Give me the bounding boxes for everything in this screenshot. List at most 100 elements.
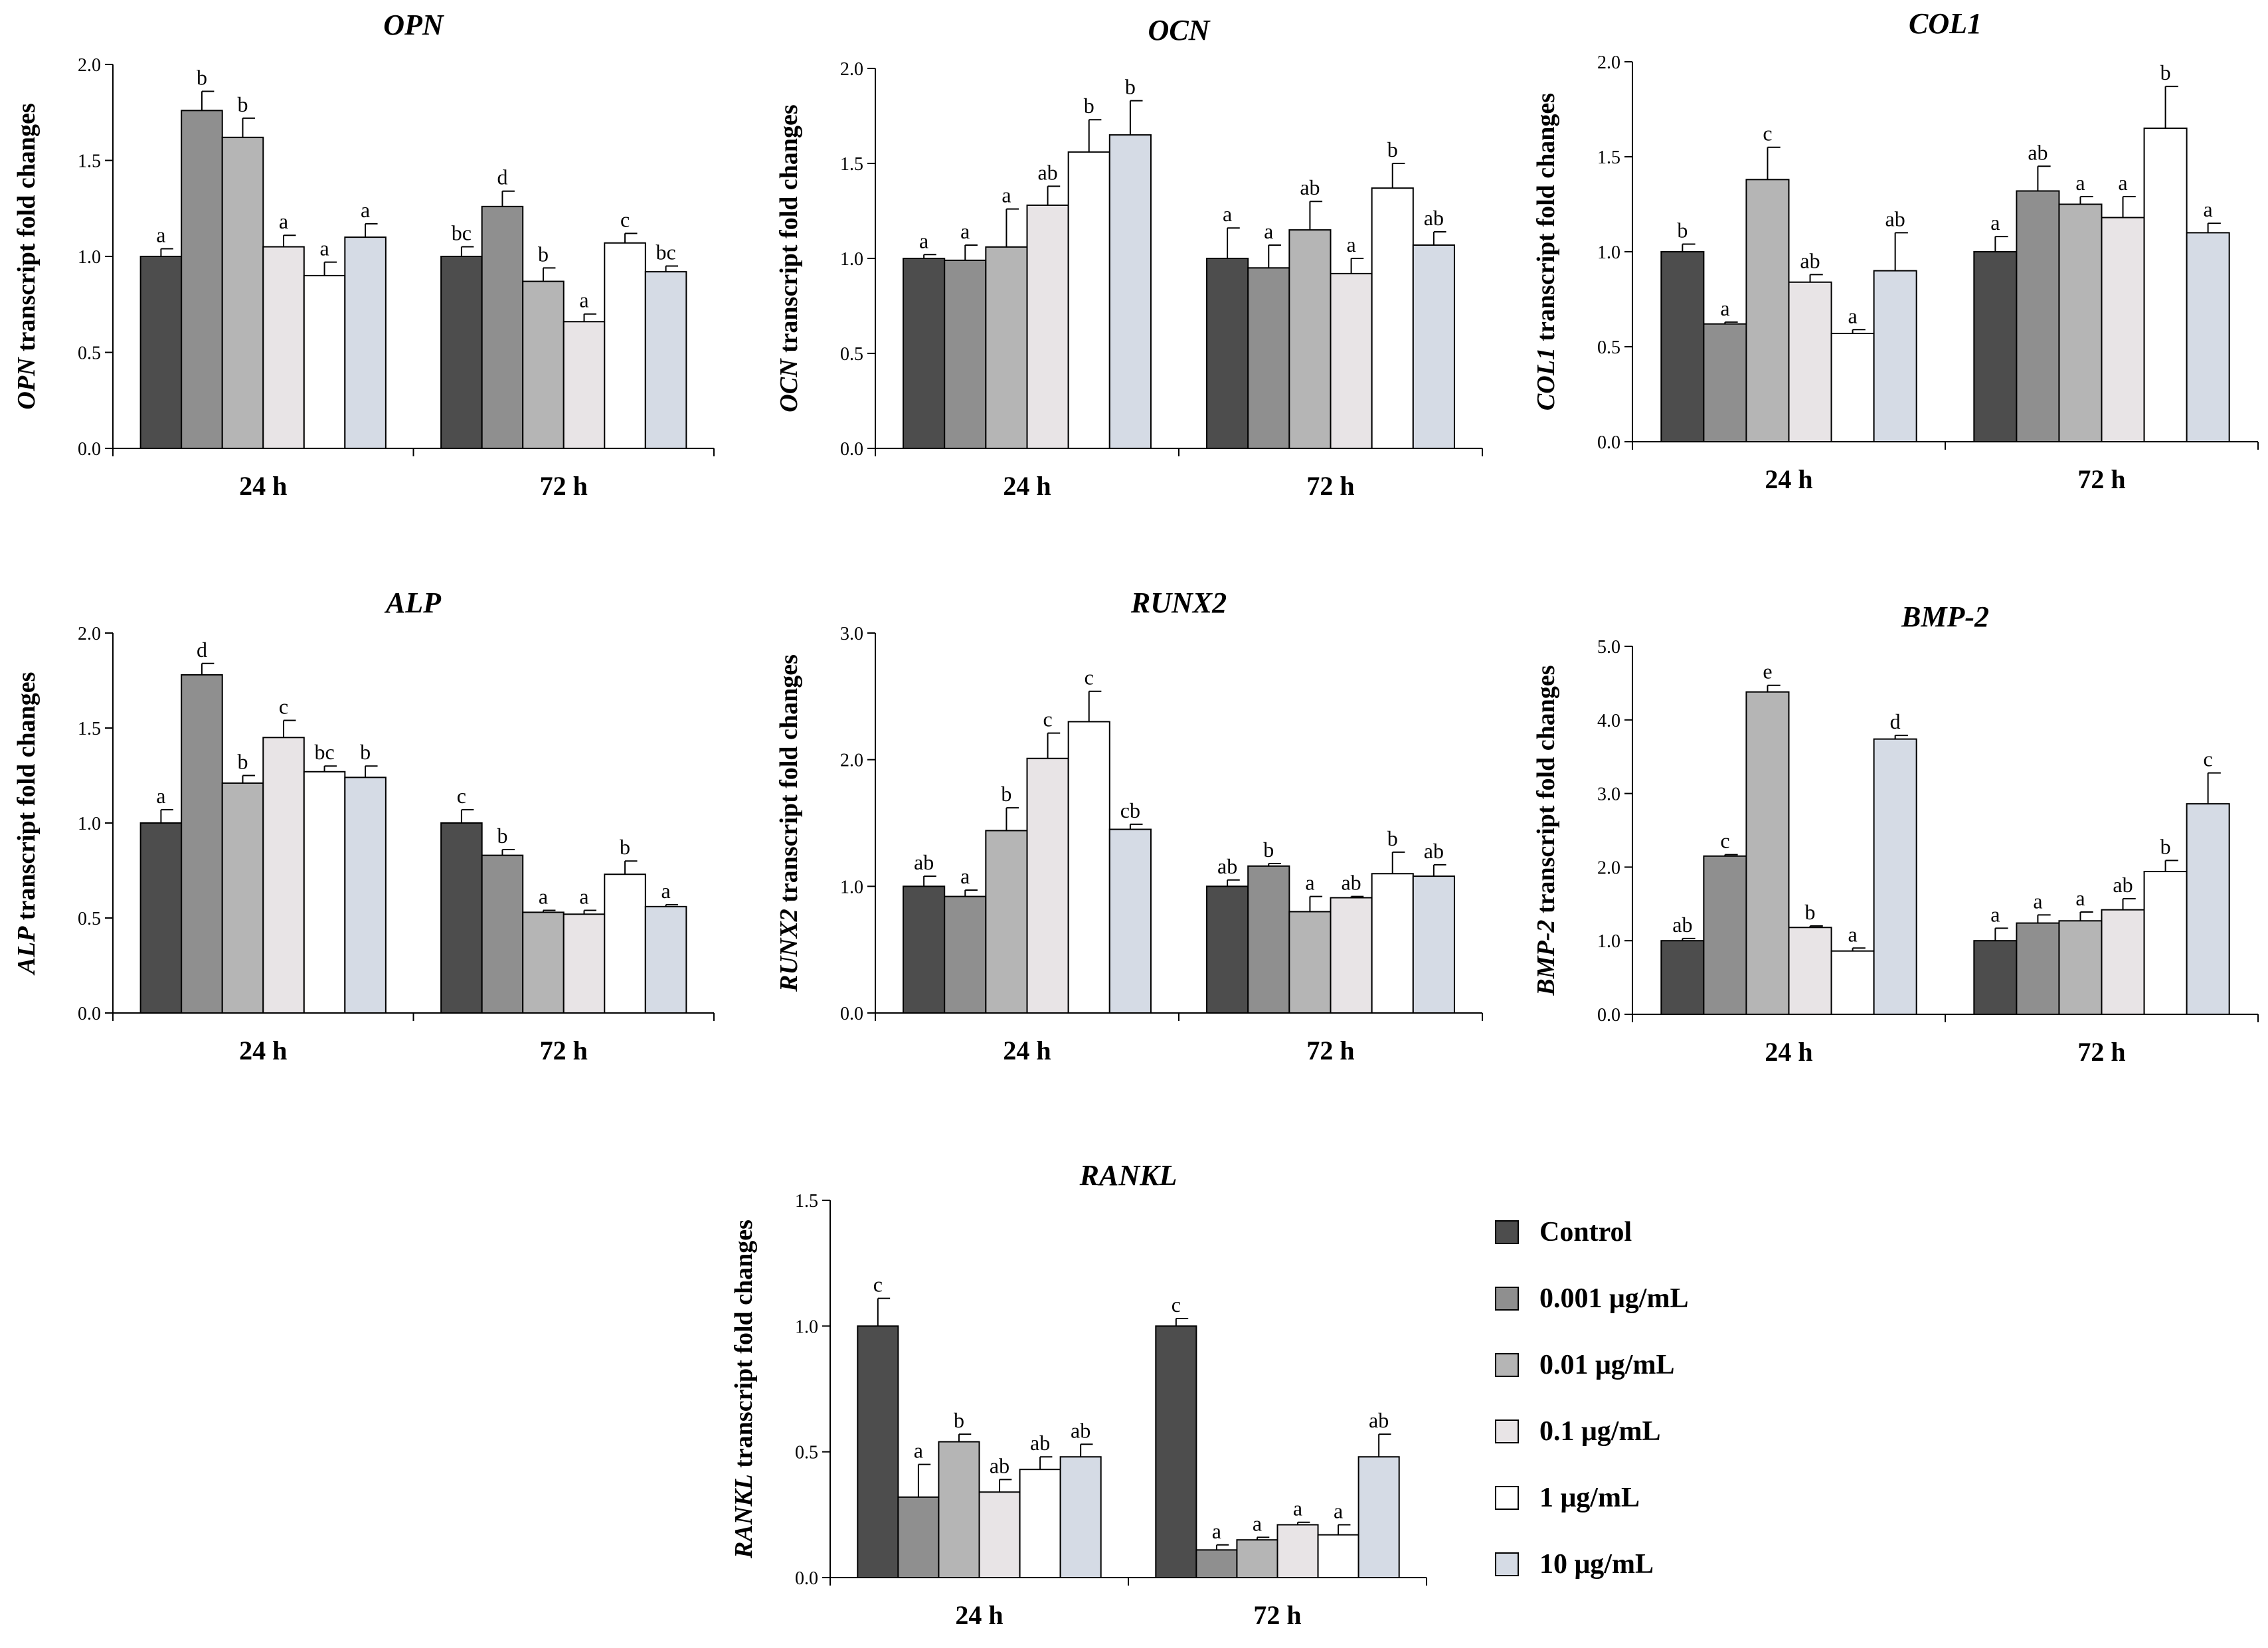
y-tick-label: 4.0 (1597, 711, 1620, 731)
significance-letter: a (2033, 889, 2042, 913)
y-axis-label-gene: RANKL (730, 1474, 758, 1559)
bar (563, 913, 606, 1014)
bar (181, 110, 223, 450)
y-tick-label: 1.5 (78, 719, 101, 739)
legend-label: 0.1 μg/mL (1539, 1416, 1660, 1447)
significance-letter: a (1346, 232, 1355, 256)
significance-letter: a (1720, 296, 1729, 320)
bar (1357, 1456, 1400, 1578)
bar (1026, 204, 1069, 449)
y-tick-label: 1.0 (795, 1317, 818, 1337)
significance-letter: a (2118, 171, 2127, 195)
bar (1276, 1524, 1319, 1578)
significance-letter: b (1001, 782, 1011, 806)
bar (1830, 332, 1875, 443)
legend-swatch (1495, 1353, 1519, 1377)
y-tick-label: 0.0 (1597, 432, 1620, 453)
significance-letter: ab (914, 850, 934, 874)
significance-letter: a (539, 885, 548, 909)
significance-letter: a (319, 236, 329, 260)
significance-letter: a (919, 229, 928, 252)
bar (2016, 922, 2060, 1016)
y-axis-label: OPN transcript fold changes (13, 103, 41, 409)
significance-letter: cb (1120, 798, 1140, 822)
significance-letter: a (1264, 219, 1273, 243)
significance-letter: ab (1030, 1431, 1050, 1455)
bar (139, 256, 183, 449)
significance-letter: a (1848, 304, 1857, 327)
bar (1745, 691, 1790, 1016)
significance-letter: c (279, 695, 288, 719)
significance-letter: b (1387, 137, 1398, 161)
significance-letter: ab (1800, 248, 1820, 272)
chart-title: OCN (1148, 14, 1211, 46)
significance-letter: c (620, 207, 630, 231)
significance-letter: d (497, 165, 507, 189)
significance-letter: a (1305, 871, 1314, 895)
legend-swatch (1495, 1287, 1519, 1311)
significance-letter: a (1990, 211, 2000, 234)
significance-letter: a (2075, 886, 2085, 910)
y-axis-label-gene: COL1 (1532, 347, 1560, 411)
legend-label: 0.01 μg/mL (1539, 1350, 1674, 1380)
y-axis-label-text: transcript fold changes (730, 1220, 758, 1474)
significance-letter: b (1805, 900, 1816, 924)
bar (1206, 258, 1249, 449)
x-category-label: 72 h (540, 1036, 588, 1065)
bar (2058, 203, 2103, 442)
significance-letter: ab (2113, 873, 2133, 897)
bar (344, 777, 387, 1014)
significance-letter: ab (1369, 1408, 1389, 1432)
y-axis-label-text: transcript fold changes (1532, 665, 1560, 919)
y-axis-label-text: transcript fold changes (775, 654, 803, 909)
bar (985, 830, 1028, 1014)
significance-letter: b (237, 750, 248, 774)
bar (1703, 855, 1747, 1016)
significance-letter: ab (1672, 913, 1692, 937)
significance-letter: b (620, 835, 630, 859)
significance-letter: c (1763, 122, 1772, 145)
y-axis-label-gene: OCN (775, 358, 803, 412)
bar (303, 771, 346, 1014)
y-tick-label: 3.0 (1597, 784, 1620, 805)
y-tick-label: 1.0 (840, 249, 863, 270)
y-axis-label: BMP-2 transcript fold changes (1532, 665, 1560, 996)
significance-letter: ab (1424, 839, 1444, 863)
y-tick-label: 0.5 (795, 1443, 818, 1463)
significance-letter: c (873, 1273, 883, 1297)
significance-letter: b (954, 1408, 964, 1432)
y-axis-label-text: transcript fold changes (13, 672, 41, 927)
significance-letter: bc (655, 240, 675, 264)
bar (522, 911, 565, 1014)
chart-title: COL1 (1909, 7, 1982, 40)
bar (857, 1325, 899, 1579)
y-axis-label-text: transcript fold changes (13, 103, 41, 357)
y-tick-label: 1.0 (78, 247, 101, 268)
y-tick-label: 0.0 (840, 1004, 863, 1024)
significance-letter: b (1387, 826, 1398, 850)
y-axis-label-gene: RUNX2 (775, 909, 803, 992)
significance-letter: a (960, 864, 970, 888)
y-tick-label: 1.0 (1597, 931, 1620, 952)
bar (644, 905, 687, 1014)
bar (1330, 897, 1373, 1014)
x-category-label: 72 h (540, 471, 588, 501)
significance-letter: ab (1885, 207, 1905, 230)
bar (2143, 128, 2188, 442)
significance-letter: a (2204, 197, 2213, 221)
significance-letter: a (661, 879, 670, 903)
y-tick-label: 1.0 (1597, 242, 1620, 263)
significance-letter: a (1293, 1497, 1302, 1520)
legend-label: 10 μg/mL (1539, 1549, 1654, 1580)
bar (985, 246, 1028, 449)
bar (139, 822, 183, 1014)
bar (1371, 187, 1414, 449)
bar (1067, 151, 1110, 449)
bar (1108, 134, 1152, 449)
bar (1660, 940, 1705, 1015)
legend-swatch (1495, 1552, 1519, 1576)
y-tick-label: 5.0 (1597, 637, 1620, 658)
x-category-label: 24 h (1003, 1036, 1051, 1065)
